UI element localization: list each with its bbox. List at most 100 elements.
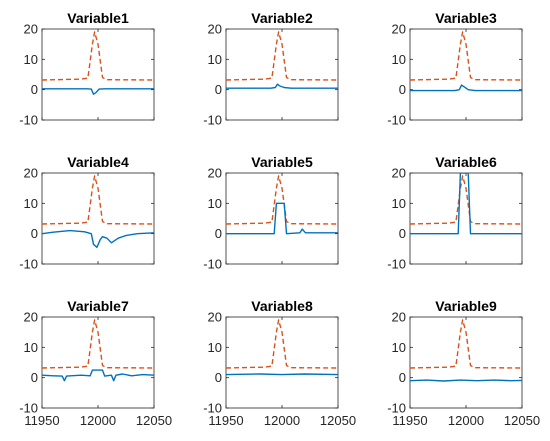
series-group [410, 173, 522, 235]
series-line-solid [410, 173, 522, 235]
y-tick-label: 10 [208, 196, 222, 211]
y-tick-label: 20 [24, 22, 38, 37]
y-tick-label: -10 [19, 401, 38, 416]
series-line-solid [226, 202, 338, 235]
x-tick-label: 11950 [392, 413, 427, 428]
series-line-dashed [410, 175, 522, 225]
subplot-9: -10 0 10 20 11950 12000 12050 Variable9 [387, 298, 540, 428]
plot-area [225, 172, 339, 265]
subplot-5: -10 0 10 20 Variable5 [203, 154, 339, 272]
series-line-solid [42, 88, 154, 95]
series-group [42, 319, 154, 382]
y-tick-label: 0 [31, 370, 38, 385]
subplot-1: -10 0 10 20 Variable1 [19, 10, 155, 128]
subplot-title: Variable7 [67, 298, 129, 314]
series-line-dashed [226, 319, 338, 369]
y-tick-label: 0 [399, 370, 406, 385]
x-tick-label: 12050 [136, 413, 172, 428]
series-line-solid [410, 379, 522, 382]
y-tick-label: -10 [203, 401, 222, 416]
subplot-2: -10 0 10 20 Variable2 [203, 10, 339, 128]
subplot-6: -10 0 10 20 Variable6 [387, 154, 523, 272]
y-tick-label: 10 [24, 196, 38, 211]
x-tick-label: 12050 [320, 413, 356, 428]
x-tick-label: 12000 [448, 413, 484, 428]
y-tick-label: -10 [387, 401, 406, 416]
series-line-dashed [226, 31, 338, 81]
x-tick-label: 12000 [264, 413, 300, 428]
y-tick-label: 0 [215, 226, 222, 241]
x-tick-label: 11950 [24, 413, 59, 428]
series-group [410, 31, 522, 92]
y-tick-label: -10 [203, 113, 222, 128]
series-group [226, 31, 338, 89]
y-tick-label: 20 [208, 166, 222, 181]
y-tick-label: 20 [208, 22, 222, 37]
y-tick-label: -10 [203, 257, 222, 272]
y-tick-label: 20 [392, 22, 406, 37]
subplot-7: -10 0 10 20 11950 12000 12050 Variable7 [19, 298, 172, 428]
subplot-4: -10 0 10 20 Variable4 [19, 154, 155, 272]
series-line-solid [410, 84, 522, 92]
series-line-dashed [410, 31, 522, 81]
y-tick-label: -10 [387, 113, 406, 128]
subplot-title: Variable5 [251, 154, 313, 170]
y-tick-label: 0 [215, 82, 222, 97]
series-line-solid [42, 369, 154, 382]
y-tick-label: 10 [24, 52, 38, 67]
y-tick-label: 10 [392, 340, 406, 355]
y-tick-label: 20 [24, 166, 38, 181]
y-tick-label: 0 [31, 226, 38, 241]
subplot-title: Variable6 [435, 154, 497, 170]
plot-area [409, 316, 523, 409]
y-tick-label: 0 [399, 82, 406, 97]
subplot-title: Variable3 [435, 10, 497, 26]
series-group [226, 175, 338, 235]
y-tick-label: 0 [399, 226, 406, 241]
subplot-8: -10 0 10 20 11950 12000 12050 Variable8 [203, 298, 356, 428]
y-tick-label: 20 [392, 166, 406, 181]
series-group [42, 31, 154, 95]
y-tick-label: 10 [392, 196, 406, 211]
subplot-title: Variable2 [251, 10, 313, 26]
x-tick-label: 12000 [80, 413, 116, 428]
y-tick-label: 10 [208, 340, 222, 355]
subplot-title: Variable9 [435, 298, 497, 314]
subplot-3: -10 0 10 20 Variable3 [387, 10, 523, 128]
subplot-title: Variable1 [67, 10, 129, 26]
series-line-dashed [42, 31, 154, 81]
y-tick-label: 10 [208, 52, 222, 67]
x-tick-label: 11950 [208, 413, 243, 428]
y-tick-label: 20 [208, 310, 222, 325]
y-tick-label: 10 [24, 340, 38, 355]
y-tick-label: 10 [392, 52, 406, 67]
series-group [226, 319, 338, 376]
y-tick-label: -10 [19, 113, 38, 128]
y-tick-label: 0 [215, 370, 222, 385]
plot-area [225, 316, 339, 409]
series-line-solid [226, 373, 338, 376]
series-group [410, 319, 522, 382]
series-line-solid [42, 229, 154, 249]
subplot-title: Variable8 [251, 298, 313, 314]
series-line-dashed [410, 319, 522, 369]
series-line-solid [226, 83, 338, 89]
y-tick-label: -10 [19, 257, 38, 272]
y-tick-label: -10 [387, 257, 406, 272]
series-line-dashed [42, 319, 154, 369]
plot-area [409, 172, 523, 265]
plot-area [225, 28, 339, 121]
subplot-title: Variable4 [67, 154, 129, 170]
y-tick-label: 20 [392, 310, 406, 325]
plot-area [41, 28, 155, 121]
series-line-dashed [42, 175, 154, 225]
plot-area [41, 316, 155, 409]
series-line-dashed [226, 175, 338, 225]
series-group [42, 175, 154, 249]
y-tick-label: 0 [31, 82, 38, 97]
x-tick-label: 12050 [504, 413, 540, 428]
y-tick-label: 20 [24, 310, 38, 325]
plot-area [41, 172, 155, 265]
plot-area [409, 28, 523, 121]
